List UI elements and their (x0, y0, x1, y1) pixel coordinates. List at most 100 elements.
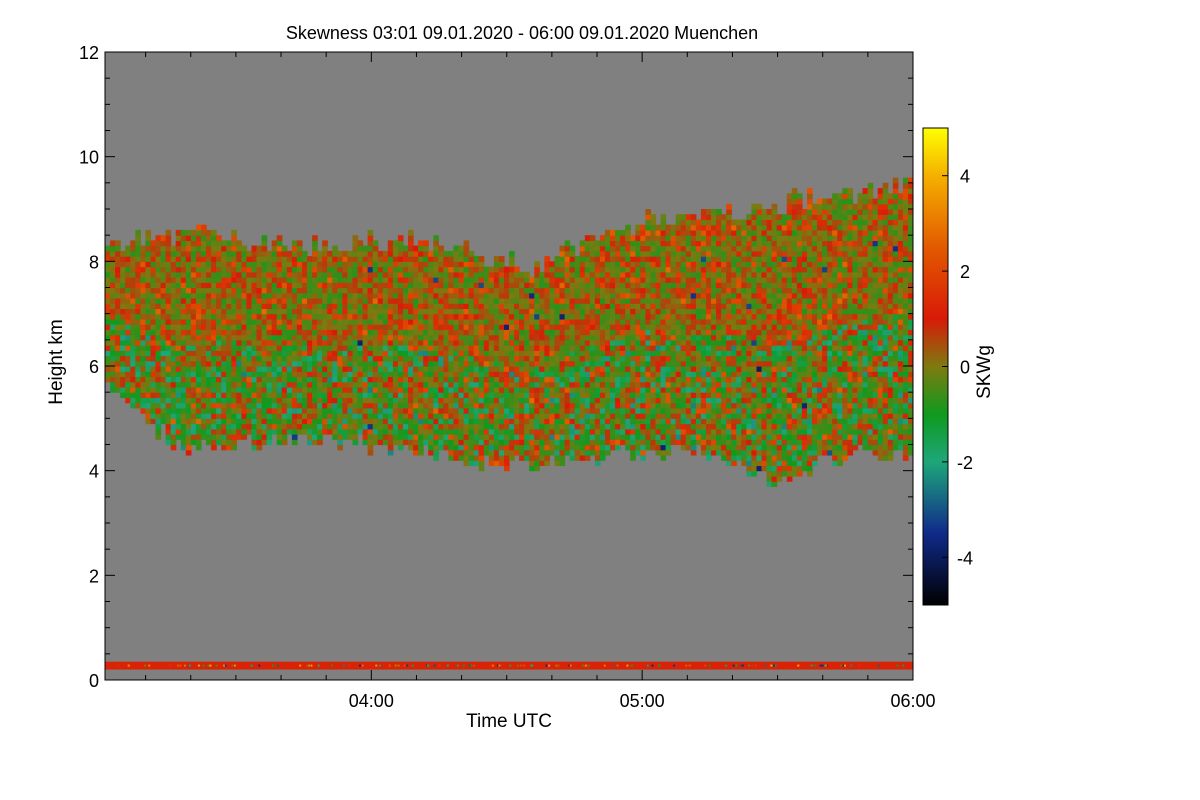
heatmap-cell (256, 298, 263, 304)
heatmap-cell (291, 386, 298, 393)
heatmap-cell (135, 334, 141, 341)
heatmap-cell (685, 402, 692, 409)
heatmap-cell (569, 402, 576, 409)
heatmap-cell (700, 350, 707, 357)
heatmap-cell (478, 355, 485, 362)
heatmap-cell (519, 271, 525, 278)
heatmap-cell (357, 345, 364, 351)
heatmap-cell (120, 366, 126, 372)
heatmap-cell (716, 350, 722, 357)
heatmap-cell (700, 250, 707, 257)
heatmap-cell (700, 318, 707, 325)
heatmap-cell (453, 360, 460, 367)
heatmap-cell (514, 292, 520, 299)
heatmap-cell (443, 407, 450, 414)
heatmap-cell (670, 229, 677, 236)
heatmap-cell (716, 339, 722, 346)
heatmap-cell (716, 303, 722, 310)
heatmap-cell (337, 334, 343, 341)
heatmap-cell (529, 282, 535, 289)
heatmap-cell (574, 308, 581, 315)
heatmap-cell (640, 245, 646, 252)
heatmap-cell (352, 298, 359, 304)
heatmap-cell (635, 324, 641, 330)
heatmap-cell (711, 287, 717, 294)
heatmap-cell (695, 219, 702, 226)
heatmap-cell (675, 439, 682, 446)
heatmap-cell (716, 381, 722, 388)
heatmap-cell (483, 287, 490, 294)
heatmap-cell (706, 313, 712, 320)
heatmap-cell (514, 329, 520, 336)
heatmap-cell (418, 339, 424, 346)
heatmap-cell (296, 428, 303, 435)
heatmap-cell (165, 245, 172, 252)
heatmap-cell (554, 397, 561, 404)
heatmap-cell (165, 423, 172, 430)
heatmap-cell (337, 428, 343, 435)
heatmap-cell (332, 339, 338, 346)
heatmap-cell (195, 423, 202, 430)
heatmap-cell (620, 397, 626, 404)
heatmap-cell (397, 334, 404, 341)
heatmap-cell (322, 350, 328, 357)
heatmap-cell (589, 334, 596, 341)
heatmap-cell (251, 308, 258, 315)
heatmap-cell (226, 261, 232, 268)
heatmap-cell (711, 224, 717, 231)
heatmap-cell (408, 229, 414, 236)
heatmap-cell (160, 407, 167, 414)
heatmap-cell (261, 261, 268, 268)
heatmap-cell (397, 434, 404, 440)
heatmap-cell (125, 245, 131, 252)
heatmap-cell (584, 245, 591, 252)
heatmap-cell (690, 256, 697, 262)
heatmap-cell (312, 245, 318, 252)
heatmap-cell (428, 345, 434, 351)
heatmap-cell (488, 428, 495, 435)
heatmap-cell (347, 266, 354, 273)
heatmap-cell (403, 261, 409, 268)
heatmap-cell (655, 397, 662, 404)
heatmap-cell (175, 229, 182, 236)
heatmap-cell (387, 282, 394, 289)
heatmap-cell (190, 350, 197, 357)
heatmap-cell (362, 392, 369, 399)
heatmap-cell (397, 245, 404, 252)
heatmap-cell (544, 287, 551, 294)
heatmap-cell (695, 334, 702, 341)
heatmap-cell (695, 392, 702, 399)
heatmap-cell (281, 256, 288, 262)
heatmap-cell (463, 386, 470, 393)
heatmap-cell (180, 371, 187, 378)
heatmap-cell (246, 329, 253, 336)
heatmap-cell (660, 345, 667, 351)
heatmap-cell (236, 350, 242, 357)
heatmap-cell (685, 240, 692, 247)
heatmap-cell (488, 360, 495, 367)
heatmap-cell (721, 282, 727, 289)
heatmap-cell (478, 413, 485, 419)
heatmap-cell (488, 402, 495, 409)
heatmap-cell (190, 386, 197, 393)
heatmap-cell (286, 292, 293, 299)
heatmap-cell (377, 413, 384, 419)
heatmap-cell (185, 334, 192, 341)
heatmap-cell (190, 407, 197, 414)
heatmap-cell (231, 392, 237, 399)
heatmap-cell (584, 240, 591, 247)
heatmap-cell (680, 245, 687, 252)
heatmap-cell (302, 418, 308, 425)
heatmap-cell (266, 428, 273, 435)
heatmap-cell (317, 303, 323, 310)
heatmap-cell (246, 428, 253, 435)
heatmap-cell (610, 355, 616, 362)
heatmap-cell (362, 345, 369, 351)
heatmap-cell (155, 250, 162, 257)
heatmap-cell (549, 413, 556, 419)
heatmap-cell (463, 423, 470, 430)
heatmap-cell (478, 256, 485, 262)
heatmap-cell (397, 261, 404, 268)
heatmap-cell (236, 261, 242, 268)
heatmap-cell (382, 277, 389, 283)
